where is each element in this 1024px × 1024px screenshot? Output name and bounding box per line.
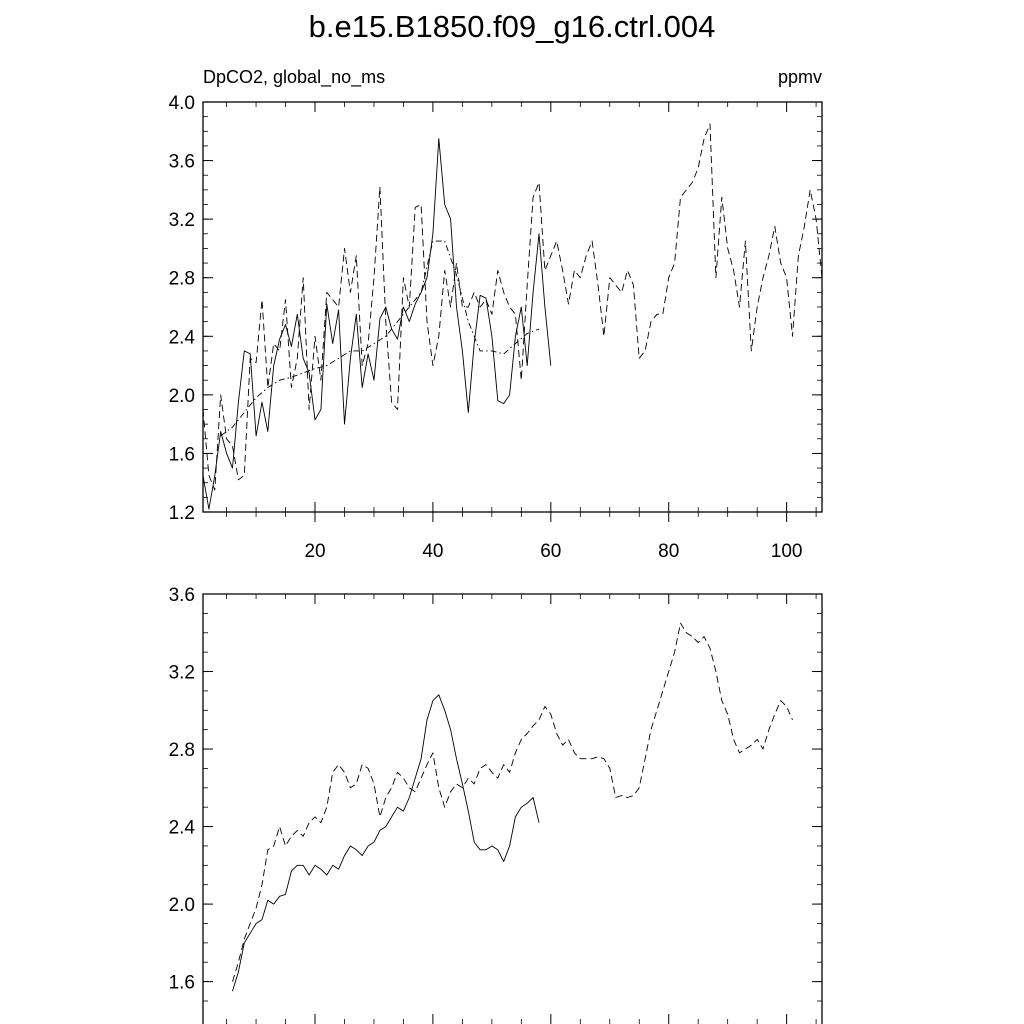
series-line-2-dashed — [202, 123, 823, 491]
y-tick-label: 2.4 — [169, 818, 196, 839]
y-tick-label: 2.0 — [169, 386, 195, 407]
top-ticks — [203, 101, 822, 522]
series-line-1-solid — [202, 138, 552, 510]
x-tick-label: 80 — [658, 541, 679, 562]
series-line-1-solid — [232, 694, 540, 992]
y-tick-label: 2.8 — [169, 269, 195, 290]
bottom-panel: 1.6 2.0 2.4 2.8 3.2 3.6 — [169, 585, 823, 1024]
series-line-2-dashed — [232, 622, 793, 982]
x-tick-label: 40 — [422, 541, 443, 562]
y-tick-label: 2.0 — [169, 895, 195, 916]
x-tick-label: 100 — [771, 541, 803, 562]
bottom-tick-labels: 1.6 2.0 2.4 2.8 3.2 3.6 — [169, 585, 196, 994]
y-tick-label: 2.8 — [169, 740, 195, 761]
bottom-plot-frame — [202, 593, 823, 1024]
y-tick-label: 1.6 — [169, 444, 195, 465]
y-tick-label: 3.2 — [169, 663, 195, 684]
top-tick-labels: 1.2 1.6 2.0 2.4 2.8 3.2 3.6 4.0 20 40 60 80 100 — [169, 93, 803, 562]
top-series — [202, 123, 823, 510]
top-plot-frame — [202, 101, 823, 513]
y-tick-label: 1.6 — [169, 973, 195, 994]
x-tick-label: 20 — [304, 541, 325, 562]
y-tick-label: 1.2 — [169, 503, 195, 524]
y-tick-label: 2.4 — [169, 327, 196, 348]
bottom-series — [232, 622, 793, 992]
chart-title: b.e15.B1850.f09_g16.ctrl.004 — [309, 9, 716, 44]
x-tick-label: 60 — [540, 541, 561, 562]
y-tick-label: 3.6 — [169, 585, 195, 606]
top-panel: DpCO2, global_no_ms ppmv 1.2 1.6 2.0 2.4 2.8… — [169, 67, 823, 562]
y-tick-label: 3.6 — [169, 152, 195, 173]
y-tick-label: 4.0 — [169, 93, 195, 114]
y-tick-label: 3.2 — [169, 210, 195, 231]
bottom-ticks — [203, 593, 822, 1024]
units-label: ppmv — [778, 67, 822, 87]
series-line-3-dash-dot — [220, 240, 540, 437]
variable-label: DpCO2, global_no_ms — [203, 67, 385, 88]
